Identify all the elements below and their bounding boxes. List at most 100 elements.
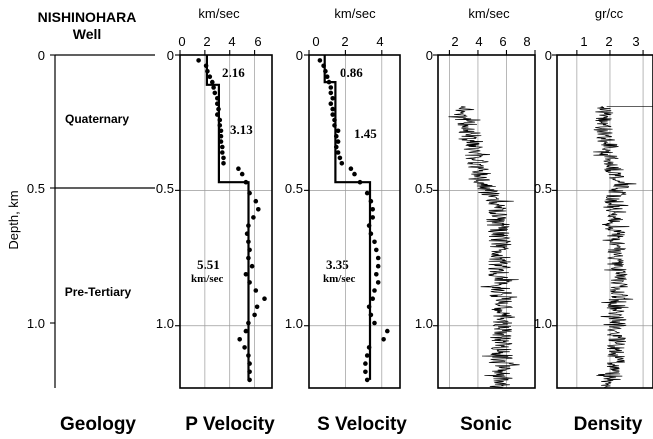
s-velocity-point-12 [332, 123, 337, 128]
sonic-tick-label-4: 4 [475, 34, 482, 49]
p-velocity-point-36 [262, 296, 267, 302]
s-velocity-point-9 [330, 106, 336, 112]
p-velocity-point-11 [217, 117, 223, 123]
s-velocity-point-2 [323, 68, 328, 74]
p-velocity-point-44 [247, 361, 252, 366]
s-velocity-point-15 [335, 139, 341, 144]
p-velocity-point-33 [243, 272, 249, 277]
p-velocity-tick-label-4: 4 [228, 34, 235, 49]
p-velocity-panel-title: P Velocity [185, 414, 275, 435]
p-velocity-point-7 [215, 96, 220, 101]
p-velocity-point-16 [220, 144, 225, 150]
s-velocity-point-24 [368, 198, 374, 204]
p-velocity-point-17 [220, 150, 225, 155]
s-velocity-panel: km/sec 0 2 4 0 0.5 1.0 0.86 1.45 3.35 km… [285, 6, 407, 435]
s-velocity-depth-label-10: 1.0 [285, 316, 303, 331]
p-velocity-point-25 [255, 207, 261, 212]
p-velocity-depth-label-0: 0 [167, 48, 174, 63]
sonic-panel: km/sec 2 4 6 8 0 0.5 1.0 Sonic [415, 6, 536, 435]
p-velocity-point-2 [205, 68, 210, 74]
p-velocity-point-9 [216, 106, 221, 112]
p-velocity-point-43 [246, 353, 251, 358]
s-velocity-annot-4: km/sec [323, 273, 356, 285]
p-velocity-point-39 [246, 320, 251, 326]
density-tick-label-1: 1 [580, 34, 587, 49]
p-velocity-point-3 [207, 74, 213, 79]
s-velocity-point-29 [372, 239, 377, 245]
geology-panel-title: Geology [60, 414, 136, 435]
s-velocity-point-40 [385, 328, 390, 334]
s-velocity-point-10 [330, 112, 336, 117]
p-velocity-point-45 [247, 369, 252, 375]
s-velocity-point-0 [317, 58, 323, 63]
p-velocity-point-20 [236, 166, 241, 171]
density-tick-label-3: 3 [632, 34, 639, 49]
s-velocity-point-8 [328, 101, 334, 106]
sonic-unit-label: km/sec [468, 6, 510, 21]
s-velocity-point-37 [366, 304, 372, 310]
p-velocity-point-28 [244, 231, 250, 236]
density-depth-label-0: 0 [545, 48, 552, 63]
s-velocity-point-7 [330, 96, 336, 101]
s-velocity-point-31 [375, 255, 381, 261]
p-velocity-point-35 [253, 288, 259, 293]
s-velocity-point-44 [363, 361, 368, 366]
p-velocity-point-14 [218, 133, 224, 139]
sonic-depth-label-05: 0.5 [415, 181, 433, 196]
sonic-tick-label-2: 2 [451, 34, 458, 49]
s-velocity-point-30 [374, 247, 379, 253]
sonic-log-trace [448, 106, 520, 389]
s-velocity-tick-label-2: 2 [341, 34, 348, 49]
p-velocity-point-27 [246, 223, 251, 228]
density-tick-label-2: 2 [605, 34, 612, 49]
s-velocity-point-6 [328, 90, 334, 96]
p-velocity-point-13 [218, 128, 224, 134]
geology-unit-quaternary: Quaternary [65, 112, 129, 126]
sonic-frame [437, 54, 536, 389]
s-velocity-point-41 [381, 337, 386, 342]
p-velocity-point-46 [247, 377, 252, 383]
s-velocity-point-46 [364, 377, 370, 383]
p-velocity-point-5 [211, 85, 216, 90]
s-velocity-point-17 [335, 150, 341, 155]
s-velocity-point-13 [335, 128, 341, 134]
s-velocity-tick-label-0: 0 [312, 34, 319, 49]
s-velocity-point-11 [332, 117, 337, 123]
density-depth-label-10: 1.0 [534, 316, 552, 331]
p-velocity-annot-4: km/sec [191, 273, 224, 285]
p-velocity-point-32 [249, 263, 255, 269]
sonic-panel-title: Sonic [460, 414, 512, 435]
p-velocity-point-1 [203, 63, 209, 69]
s-velocity-point-34 [375, 280, 381, 285]
p-velocity-depth-label-10: 1.0 [156, 316, 174, 331]
p-velocity-point-29 [246, 239, 251, 245]
p-velocity-point-8 [215, 101, 220, 106]
p-velocity-point-15 [218, 139, 224, 144]
p-velocity-tick-label-0: 0 [178, 34, 185, 49]
s-velocity-point-33 [374, 272, 379, 277]
sonic-tick-label-6: 6 [499, 34, 506, 49]
s-velocity-point-5 [328, 85, 334, 90]
s-velocity-point-23 [364, 190, 370, 196]
p-velocity-point-22 [243, 179, 249, 185]
p-velocity-point-10 [215, 112, 220, 117]
geology-depth-label-05: 0.5 [27, 181, 45, 196]
density-panel: gr/cc 1 2 3 0 0.5 1.0 Density [534, 6, 653, 435]
p-velocity-point-18 [221, 155, 226, 161]
s-velocity-point-42 [366, 345, 372, 350]
s-velocity-unit-label: km/sec [334, 6, 376, 21]
s-velocity-point-19 [339, 161, 345, 166]
density-unit-label: gr/cc [595, 6, 624, 21]
s-velocity-point-45 [363, 369, 368, 375]
s-velocity-point-1 [321, 63, 326, 69]
s-velocity-tick-label-4: 4 [376, 34, 383, 49]
p-velocity-point-24 [253, 198, 259, 204]
p-velocity-frame [179, 54, 273, 389]
s-velocity-point-36 [370, 296, 376, 302]
sonic-depth-label-0: 0 [426, 48, 433, 63]
s-velocity-point-35 [372, 288, 377, 293]
p-velocity-point-34 [247, 280, 252, 285]
s-velocity-annot-3: 3.35 [326, 257, 349, 272]
s-velocity-step-model [323, 55, 372, 380]
